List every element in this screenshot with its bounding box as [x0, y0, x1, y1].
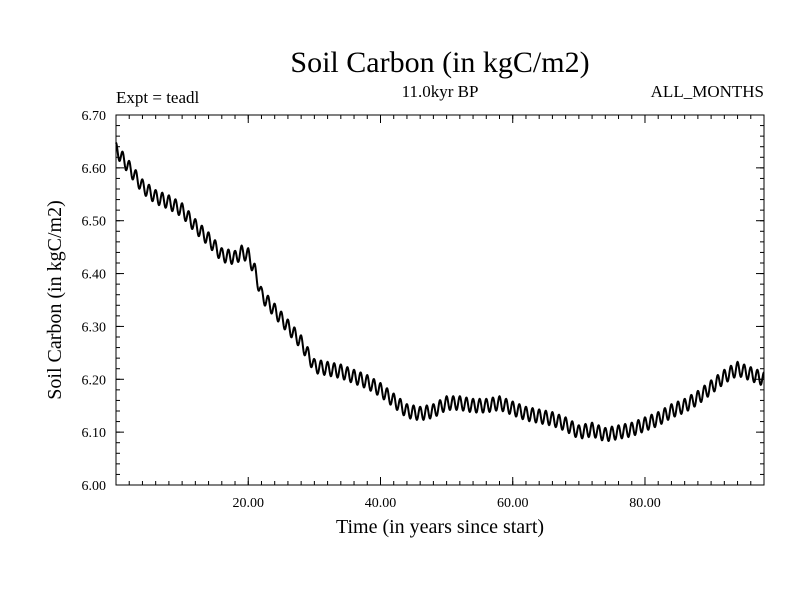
- period-label: ALL_MONTHS: [651, 82, 764, 101]
- y-axis-label: Soil Carbon (in kgC/m2): [44, 200, 66, 399]
- y-tick-label: 6.00: [82, 479, 107, 494]
- chart-title: Soil Carbon (in kgC/m2): [290, 46, 589, 79]
- x-tick-label: 40.00: [365, 496, 397, 511]
- x-tick-label: 60.00: [497, 496, 529, 511]
- x-axis: 20.00 40.00 60.00 80.00: [128, 115, 765, 511]
- y-tick-label: 6.30: [82, 320, 107, 335]
- y-tick-label: 6.60: [82, 162, 107, 177]
- x-tick-label: 80.00: [629, 496, 661, 511]
- plot-frame: [115, 114, 765, 486]
- chart-subtitle: 11.0kyr BP: [402, 82, 479, 101]
- x-axis-label: Time (in years since start): [336, 516, 544, 538]
- y-tick-label: 6.10: [82, 426, 107, 441]
- y-tick-label: 6.40: [82, 268, 107, 283]
- y-axis: 6.00 6.10 6.20 6.30 6.40 6.50 6.60 6.70: [82, 109, 764, 494]
- y-tick-label: 6.70: [82, 109, 107, 124]
- y-tick-label: 6.50: [82, 215, 107, 230]
- x-tick-label: 20.00: [232, 496, 264, 511]
- series-line-soil-carbon: [115, 142, 765, 442]
- y-tick-label: 6.20: [82, 373, 107, 388]
- experiment-label: Expt = teadl: [116, 88, 200, 107]
